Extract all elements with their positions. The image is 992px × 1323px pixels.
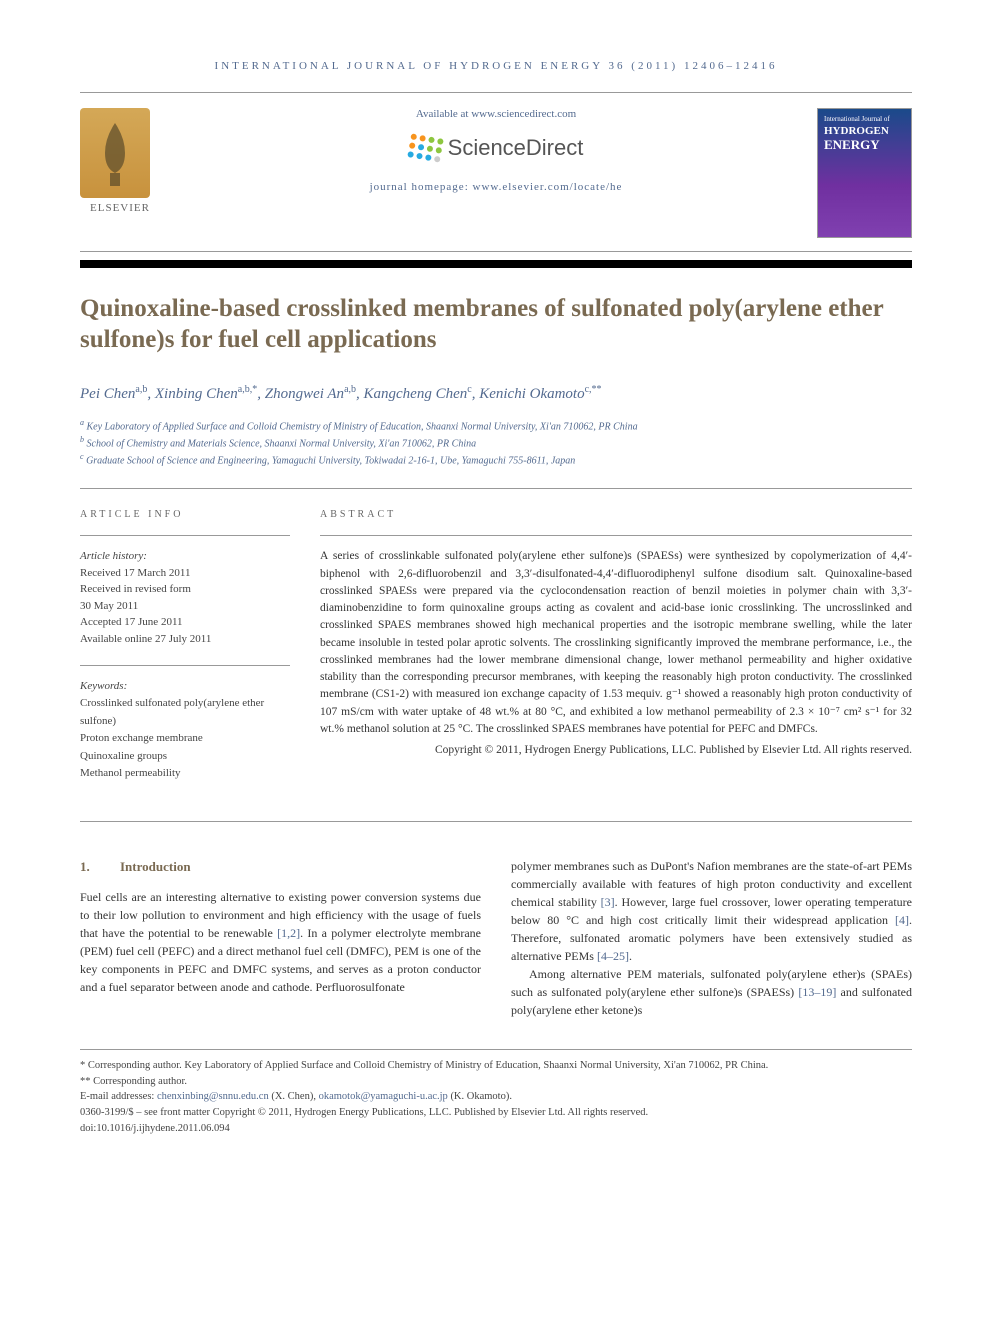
corresponding-author-1: * Corresponding author. Key Laboratory o… xyxy=(80,1058,912,1074)
sciencedirect-logo: ScienceDirect xyxy=(190,135,802,161)
reference-link[interactable]: [3] xyxy=(601,895,615,909)
reference-link[interactable]: [1,2] xyxy=(277,926,300,940)
copyright-text: Copyright © 2011, Hydrogen Energy Public… xyxy=(320,742,912,759)
divider xyxy=(80,821,912,822)
abstract-heading: ABSTRACT xyxy=(320,509,912,520)
cover-title-line1: HYDROGEN xyxy=(824,125,905,137)
authors-line: Pei Chena,b, Xinbing Chena,b,*, Zhongwei… xyxy=(80,384,912,403)
article-title: Quinoxaline-based crosslinked membranes … xyxy=(80,293,912,356)
affiliations-block: a Key Laboratory of Applied Surface and … xyxy=(80,417,912,469)
body-paragraph: Among alternative PEM materials, sulfona… xyxy=(511,965,912,1019)
header-section: ELSEVIER Available at www.sciencedirect.… xyxy=(80,92,912,252)
keywords-label: Keywords: xyxy=(80,678,290,695)
email-link[interactable]: chenxinbing@snnu.edu.cn xyxy=(157,1091,269,1102)
section-title: Introduction xyxy=(120,859,191,874)
section-1-heading: 1.Introduction xyxy=(80,857,481,877)
cover-subtitle: International Journal of xyxy=(824,115,905,123)
history-list: Received 17 March 2011Received in revise… xyxy=(80,565,290,648)
body-column-left: 1.Introduction Fuel cells are an interes… xyxy=(80,857,481,1019)
email-line: E-mail addresses: chenxinbing@snnu.edu.c… xyxy=(80,1089,912,1105)
history-label: Article history: xyxy=(80,548,290,565)
email-link[interactable]: okamotok@yamaguchi-u.ac.jp xyxy=(319,1091,448,1102)
elsevier-label: ELSEVIER xyxy=(80,202,160,214)
black-divider-bar xyxy=(80,260,912,268)
reference-link[interactable]: [4–25] xyxy=(597,949,629,963)
article-info-heading: ARTICLE INFO xyxy=(80,509,290,520)
abstract-column: ABSTRACT A series of crosslinkable sulfo… xyxy=(320,509,912,800)
journal-citation-header: INTERNATIONAL JOURNAL OF HYDROGEN ENERGY… xyxy=(80,60,912,72)
body-paragraph: polymer membranes such as DuPont's Nafio… xyxy=(511,857,912,965)
article-info-column: ARTICLE INFO Article history: Received 1… xyxy=(80,509,290,800)
sciencedirect-text: ScienceDirect xyxy=(448,135,584,161)
elsevier-tree-icon xyxy=(80,108,150,198)
divider xyxy=(80,665,290,666)
body-two-column: 1.Introduction Fuel cells are an interes… xyxy=(80,857,912,1019)
body-column-right: polymer membranes such as DuPont's Nafio… xyxy=(511,857,912,1019)
divider xyxy=(80,535,290,536)
corresponding-author-2: ** Corresponding author. xyxy=(80,1074,912,1090)
available-at-text: Available at www.sciencedirect.com xyxy=(190,108,802,120)
reference-link[interactable]: [13–19] xyxy=(798,985,836,999)
journal-homepage-text: journal homepage: www.elsevier.com/locat… xyxy=(190,181,802,193)
keywords-list: Crosslinked sulfonated poly(arylene ethe… xyxy=(80,695,290,783)
divider xyxy=(320,535,912,536)
section-number: 1. xyxy=(80,857,120,877)
reference-link[interactable]: [4] xyxy=(895,913,909,927)
sd-dots-icon xyxy=(407,133,444,162)
cover-title-line2: ENERGY xyxy=(824,137,905,153)
body-paragraph: Fuel cells are an interesting alternativ… xyxy=(80,888,481,996)
elsevier-logo: ELSEVIER xyxy=(80,108,160,214)
abstract-text: A series of crosslinkable sulfonated pol… xyxy=(320,548,912,738)
doi-line: doi:10.1016/j.ijhydene.2011.06.094 xyxy=(80,1121,912,1137)
footer-correspondence: * Corresponding author. Key Laboratory o… xyxy=(80,1049,912,1137)
journal-cover-thumbnail: International Journal of HYDROGEN ENERGY xyxy=(817,108,912,238)
issn-line: 0360-3199/$ – see front matter Copyright… xyxy=(80,1105,912,1121)
